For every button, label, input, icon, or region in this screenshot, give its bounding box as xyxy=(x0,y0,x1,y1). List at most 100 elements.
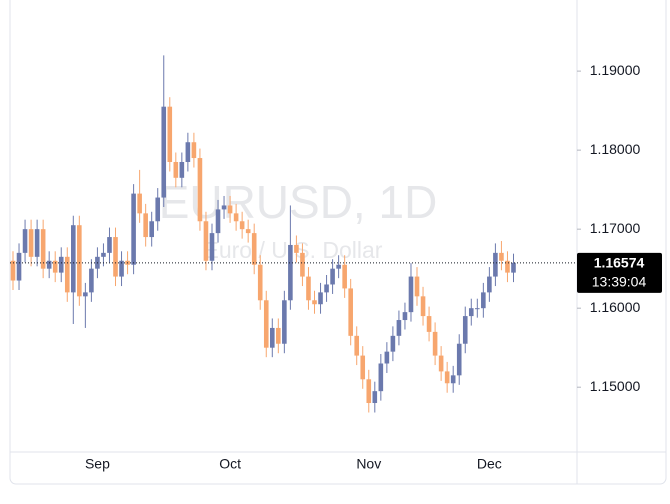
candle-body xyxy=(360,355,366,380)
candle-body xyxy=(505,260,510,273)
y-tick-label: 1.19000 xyxy=(590,62,641,78)
candle-body xyxy=(511,262,516,273)
candle-body xyxy=(294,244,299,253)
candle-body xyxy=(499,252,504,261)
candle-body xyxy=(101,252,106,257)
candle-body xyxy=(28,229,34,257)
y-tick-label: 1.18000 xyxy=(590,141,641,157)
candle-body xyxy=(143,213,148,238)
x-tick-label: Nov xyxy=(356,456,381,472)
countdown-label: 13:39:04 xyxy=(592,274,647,290)
candle-body xyxy=(83,292,88,297)
candle-body xyxy=(203,221,209,261)
candle-body xyxy=(456,343,462,376)
y-tick-label: 1.17000 xyxy=(590,220,641,236)
candle-body xyxy=(306,276,311,301)
candle-body xyxy=(257,264,263,301)
candle-body xyxy=(71,225,76,293)
candle-body xyxy=(324,284,329,293)
candle-body xyxy=(251,233,257,265)
watermark-subtitle: Euro / U.S. Dollar xyxy=(204,237,383,263)
candle-body xyxy=(402,312,408,321)
candle-body xyxy=(384,351,390,364)
candle-body xyxy=(16,252,22,281)
candle-body xyxy=(420,296,426,317)
candle-body xyxy=(209,233,215,261)
candle-body xyxy=(58,256,64,273)
candle-body xyxy=(336,264,341,269)
candle-body xyxy=(475,308,480,310)
last-price-box xyxy=(577,252,662,293)
watermark-title: EURUSD, 1D xyxy=(159,176,438,228)
candle-body xyxy=(288,244,293,301)
candle-body xyxy=(378,363,384,392)
candle-body xyxy=(493,252,498,277)
candle-body xyxy=(444,371,450,384)
last-price-label: 1.16574 xyxy=(594,255,645,271)
candle-body xyxy=(137,193,142,214)
candle-body xyxy=(263,300,269,348)
candle-body xyxy=(77,225,82,297)
candle-body xyxy=(312,300,317,305)
candle-body xyxy=(481,292,486,309)
candle-body xyxy=(269,327,275,348)
candle-body xyxy=(34,229,40,257)
candle-body xyxy=(233,213,239,222)
candle-body xyxy=(89,268,94,293)
candle-body xyxy=(468,308,474,317)
candle-body xyxy=(276,327,281,344)
x-tick-label: Dec xyxy=(477,456,502,472)
candle-body xyxy=(22,229,28,253)
candle-body xyxy=(245,229,251,234)
candle-body xyxy=(342,264,347,289)
candle-body xyxy=(131,193,136,265)
candle-body xyxy=(438,355,444,372)
candles xyxy=(10,55,516,413)
candle-body xyxy=(10,260,16,281)
candle-body xyxy=(366,379,372,404)
candle-body xyxy=(330,268,335,285)
candle-body xyxy=(64,256,70,293)
candle-body xyxy=(300,252,305,277)
overlay: 1.16574 13:39:04 xyxy=(10,252,662,293)
chart-frame xyxy=(9,0,667,485)
candle-body xyxy=(227,205,233,214)
candle-body xyxy=(119,260,124,277)
candle-body xyxy=(197,158,203,222)
candle-body xyxy=(390,335,396,352)
x-tick-label: Oct xyxy=(219,456,241,472)
candle-body xyxy=(167,106,173,162)
x-tick-label: Sep xyxy=(85,456,110,472)
y-tick-label: 1.16000 xyxy=(590,299,641,315)
candle-body xyxy=(414,276,420,297)
candle-body xyxy=(173,161,179,178)
candle-body xyxy=(161,106,167,198)
candle-body xyxy=(179,161,185,178)
candle-body xyxy=(113,237,118,277)
candle-body xyxy=(396,320,402,336)
candle-body xyxy=(40,229,46,269)
candle-body xyxy=(354,335,360,356)
candle-body xyxy=(318,292,323,305)
candle-body xyxy=(348,288,353,336)
candle-body xyxy=(46,260,52,269)
candle-body xyxy=(372,391,378,404)
candle-body xyxy=(239,221,245,230)
candle-body xyxy=(191,142,197,159)
candle-body xyxy=(149,221,154,238)
candle-body xyxy=(155,197,161,222)
candle-body xyxy=(432,331,438,356)
candle-body xyxy=(426,316,432,332)
candle-body xyxy=(215,209,221,234)
candle-body xyxy=(107,237,112,253)
candle-body xyxy=(52,260,58,273)
candle-body xyxy=(185,142,191,162)
candle-body xyxy=(282,300,287,344)
candle-body xyxy=(408,276,414,313)
y-tick-label: 1.15000 xyxy=(590,378,641,394)
candle-body xyxy=(487,276,492,293)
candle-body xyxy=(221,205,227,210)
candle-body xyxy=(462,316,468,344)
